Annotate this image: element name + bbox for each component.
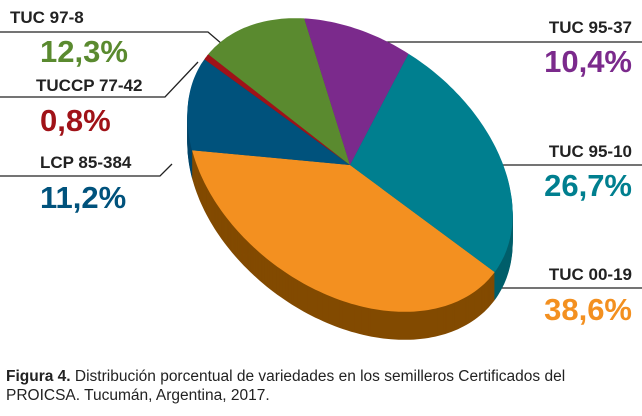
caption-label: Figura 4. — [6, 368, 71, 385]
value-tuccp-77-42: 0,8% — [40, 103, 111, 138]
leader-line-tuccp-77-42 — [0, 61, 199, 98]
slice-tuc-97-8 — [208, 18, 350, 166]
caption-text: Distribución porcentual de variedades en… — [6, 368, 566, 404]
label-tuc-95-37: TUC 95-37 — [548, 18, 632, 37]
label-tuccp-77-42: TUCCP 77-42 — [36, 76, 143, 95]
label-tuc-95-10: TUC 95-10 — [548, 142, 632, 161]
label-lcp-85-384: LCP 85-384 — [40, 153, 132, 172]
label-tuc-00-19: TUC 00-19 — [548, 265, 632, 284]
slice-tuc-95-37 — [304, 18, 409, 166]
value-lcp-85-384: 11,2% — [40, 180, 127, 215]
slice-lcp-85-384 — [187, 59, 350, 166]
value-tuc-00-19: 38,6% — [544, 292, 632, 327]
figure-caption: Figura 4. Distribución porcentual de var… — [6, 367, 636, 405]
slice-tuc-00-19 — [192, 150, 495, 312]
value-tuc-97-8: 12,3% — [40, 34, 128, 69]
leader-line-lcp-85-384 — [0, 163, 173, 177]
value-tuc-95-10: 26,7% — [544, 168, 632, 203]
value-tuc-95-37: 10,4% — [544, 44, 632, 79]
label-tuc-97-8: TUC 97-8 — [10, 8, 84, 27]
slice-tuc-95-10 — [350, 53, 513, 273]
leader-line-tuc-97-8 — [0, 31, 223, 45]
slice-tuccp-77-42 — [204, 54, 350, 166]
